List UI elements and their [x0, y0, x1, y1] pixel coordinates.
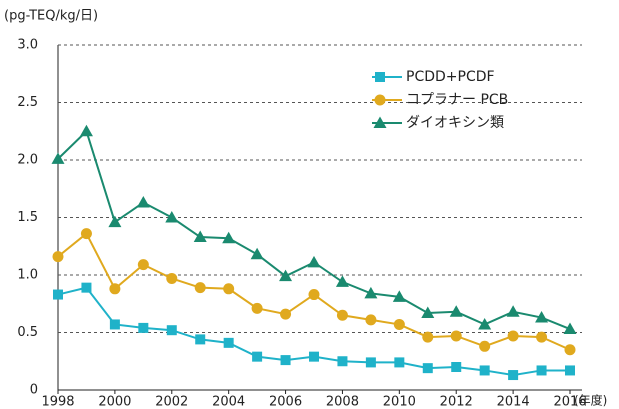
- marker: [451, 362, 462, 372]
- marker: [109, 319, 120, 330]
- x-tick-label: 2010: [383, 395, 416, 409]
- marker: [138, 322, 149, 333]
- marker: [166, 325, 177, 336]
- legend-label: ダイオキシン類: [406, 115, 504, 131]
- marker: [536, 331, 548, 343]
- marker: [394, 357, 405, 368]
- marker: [280, 355, 291, 366]
- marker: [307, 255, 321, 268]
- legend-marker: [375, 72, 385, 82]
- marker: [564, 344, 576, 356]
- marker: [195, 334, 206, 345]
- marker: [479, 365, 490, 376]
- marker: [251, 302, 263, 314]
- marker: [109, 283, 121, 295]
- y-tick-label: 1.0: [17, 268, 38, 283]
- marker: [478, 317, 492, 330]
- marker: [565, 365, 575, 376]
- marker: [449, 305, 463, 317]
- marker: [279, 269, 293, 282]
- legend-marker: [374, 94, 386, 106]
- x-tick-label: 2004: [212, 395, 245, 409]
- marker: [252, 351, 263, 362]
- x-tick-label: 2008: [326, 395, 359, 409]
- y-tick-label: 2.0: [17, 153, 38, 168]
- x-tick-label: 2000: [98, 395, 131, 409]
- marker: [108, 215, 122, 228]
- marker: [309, 351, 319, 362]
- marker: [223, 337, 234, 348]
- marker: [337, 356, 348, 367]
- marker: [308, 289, 320, 301]
- x-tick-label: 1998: [41, 395, 74, 409]
- x-tick-label: 2014: [497, 395, 530, 409]
- marker: [365, 314, 377, 326]
- marker: [136, 196, 150, 208]
- marker: [165, 211, 179, 223]
- x-axis-label: (年度): [574, 393, 607, 408]
- marker: [393, 318, 405, 330]
- marker: [222, 231, 236, 244]
- marker: [280, 308, 292, 320]
- marker: [392, 290, 406, 302]
- marker: [80, 228, 92, 240]
- y-tick-label: 0.5: [17, 325, 38, 340]
- marker: [81, 282, 92, 293]
- marker: [506, 305, 520, 317]
- marker: [422, 331, 434, 343]
- legend-label: PCDD+PCDF: [406, 69, 495, 85]
- marker: [365, 357, 376, 368]
- marker: [479, 340, 491, 352]
- y-tick-label: 0: [30, 383, 38, 398]
- marker: [52, 251, 64, 263]
- y-tick-label: 2.5: [17, 95, 38, 110]
- marker: [250, 247, 264, 260]
- marker: [563, 322, 577, 335]
- marker: [194, 282, 206, 294]
- marker: [193, 230, 207, 243]
- marker: [536, 365, 547, 376]
- marker: [137, 259, 149, 271]
- x-tick-label: 2002: [155, 395, 188, 409]
- marker: [336, 309, 348, 321]
- marker: [422, 363, 433, 374]
- x-tick-label: 2012: [440, 395, 473, 409]
- x-tick-label: 2016: [553, 395, 586, 409]
- marker: [507, 330, 519, 342]
- marker: [421, 306, 435, 318]
- legend-label: コプラナー PCB: [406, 92, 508, 108]
- marker: [79, 124, 93, 137]
- legend-marker: [373, 116, 387, 128]
- marker: [223, 283, 235, 295]
- marker: [335, 275, 349, 287]
- series-line: [57, 286, 570, 377]
- y-tick-label: 3.0: [17, 38, 38, 53]
- marker: [364, 286, 378, 299]
- marker: [51, 152, 65, 164]
- marker: [535, 311, 549, 323]
- marker: [53, 289, 63, 300]
- x-tick-label: 2006: [269, 395, 302, 409]
- marker: [450, 330, 462, 342]
- y-axis-label: (pg-TEQ/kg/日): [4, 9, 98, 24]
- y-tick-label: 1.5: [17, 210, 38, 225]
- marker: [508, 370, 519, 381]
- marker: [166, 272, 178, 284]
